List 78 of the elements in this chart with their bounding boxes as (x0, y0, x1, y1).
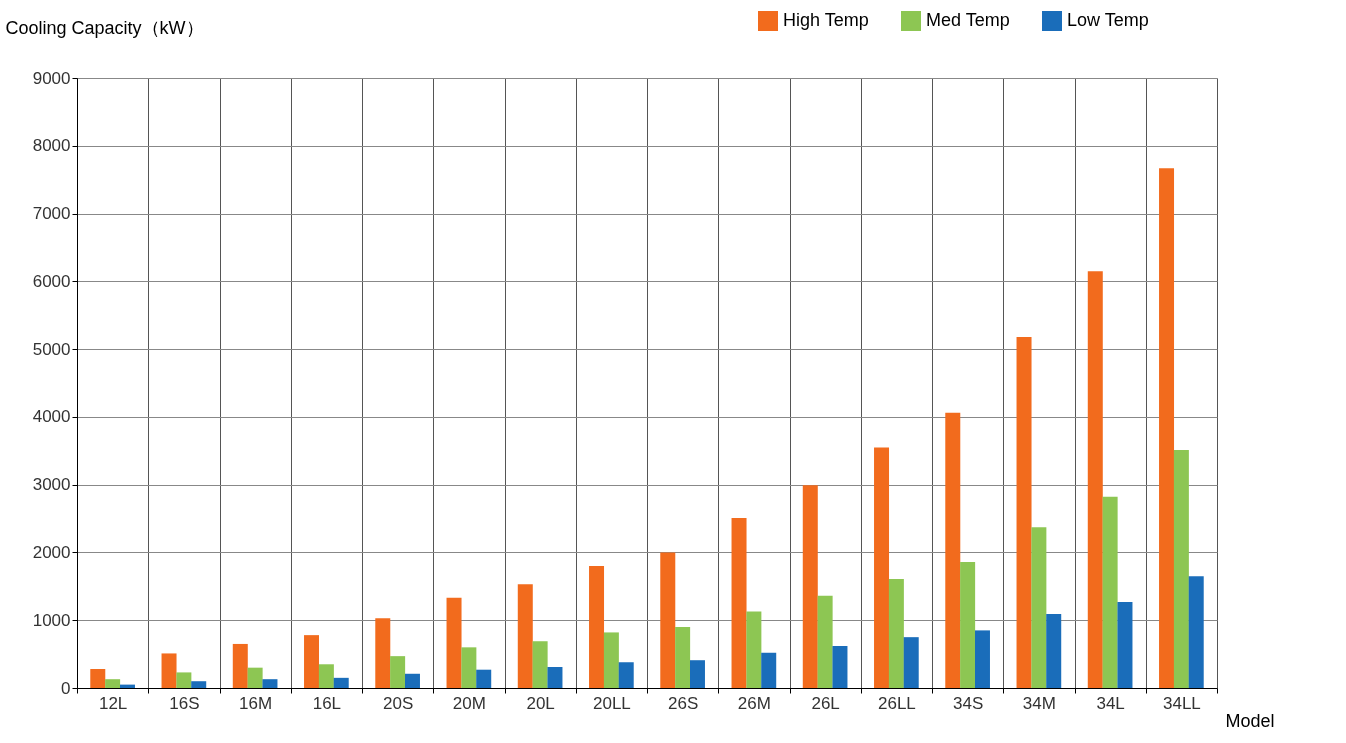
bar (375, 618, 391, 688)
bar (476, 669, 492, 688)
x-tick-label: 20LL (592, 693, 631, 713)
x-tick-label: 26LL (877, 693, 916, 713)
bar (660, 552, 676, 688)
y-tick-label: 6000 (32, 271, 71, 291)
bar (1087, 271, 1103, 688)
bar (618, 662, 634, 688)
x-tick-label: 20S (383, 693, 414, 713)
bar (517, 584, 533, 688)
bar (802, 485, 818, 688)
x-tick-label: 34S (953, 693, 984, 713)
y-tick-label: 9000 (32, 68, 71, 88)
x-tick-label: 16M (239, 693, 273, 713)
bar (589, 566, 605, 688)
bar (532, 641, 548, 688)
y-tick-label: 4000 (32, 407, 71, 427)
bar (547, 666, 563, 688)
bar (1117, 601, 1133, 688)
bar (1173, 450, 1189, 688)
bar (90, 669, 106, 688)
x-tick-label: 26M (737, 693, 771, 713)
bar (960, 561, 976, 688)
bar (603, 632, 619, 688)
bar (675, 627, 691, 688)
bar (461, 647, 477, 688)
bar (888, 578, 904, 688)
bar (105, 679, 121, 688)
x-tick-label: 16L (312, 693, 342, 713)
bar (1159, 168, 1175, 688)
bar (232, 643, 248, 688)
x-tick-label: 26L (811, 693, 840, 713)
bar (1102, 496, 1118, 688)
bar (247, 667, 263, 688)
bar (1016, 336, 1032, 688)
bar (333, 677, 349, 688)
bar (1046, 614, 1062, 688)
bar (945, 412, 961, 688)
y-tick-label: 2000 (32, 542, 71, 562)
legend-label: Low Temp (1067, 10, 1149, 30)
bar (1031, 527, 1047, 688)
bar (262, 679, 278, 688)
x-tick-label: 34LL (1162, 693, 1201, 713)
bar (832, 645, 848, 688)
bar (817, 595, 833, 688)
x-tick-label: 12L (98, 693, 128, 713)
bar (161, 653, 177, 688)
bar (1188, 576, 1204, 688)
bar (731, 517, 747, 688)
y-tick-label: 5000 (32, 339, 71, 359)
x-tick-label: 34L (1096, 693, 1125, 713)
x-axis-title: Model (1225, 710, 1275, 731)
bar (318, 664, 334, 688)
x-tick-label: 34M (1022, 693, 1056, 713)
bar (390, 656, 406, 688)
bar (974, 630, 990, 688)
bar (903, 637, 919, 688)
bar (404, 673, 420, 688)
legend-label: Med Temp (926, 10, 1010, 30)
x-tick-label: 16S (169, 693, 200, 713)
y-tick-label: 0 (61, 678, 71, 698)
bar (746, 611, 762, 688)
bar (689, 660, 705, 688)
bar (304, 635, 320, 688)
y-tick-label: 8000 (32, 136, 71, 156)
bar (176, 672, 192, 688)
x-tick-label: 20M (452, 693, 486, 713)
x-tick-label: 26S (668, 693, 699, 713)
bar (446, 597, 462, 688)
bar (191, 681, 207, 688)
y-axis-title: Cooling Capacity（kW） (5, 17, 204, 38)
y-tick-label: 3000 (32, 475, 71, 495)
y-tick-label: 7000 (32, 204, 71, 224)
x-tick-label: 20L (526, 693, 555, 713)
legend-label: High Temp (783, 10, 869, 30)
bar (874, 447, 890, 688)
bar (761, 652, 777, 688)
y-tick-label: 1000 (32, 610, 71, 630)
